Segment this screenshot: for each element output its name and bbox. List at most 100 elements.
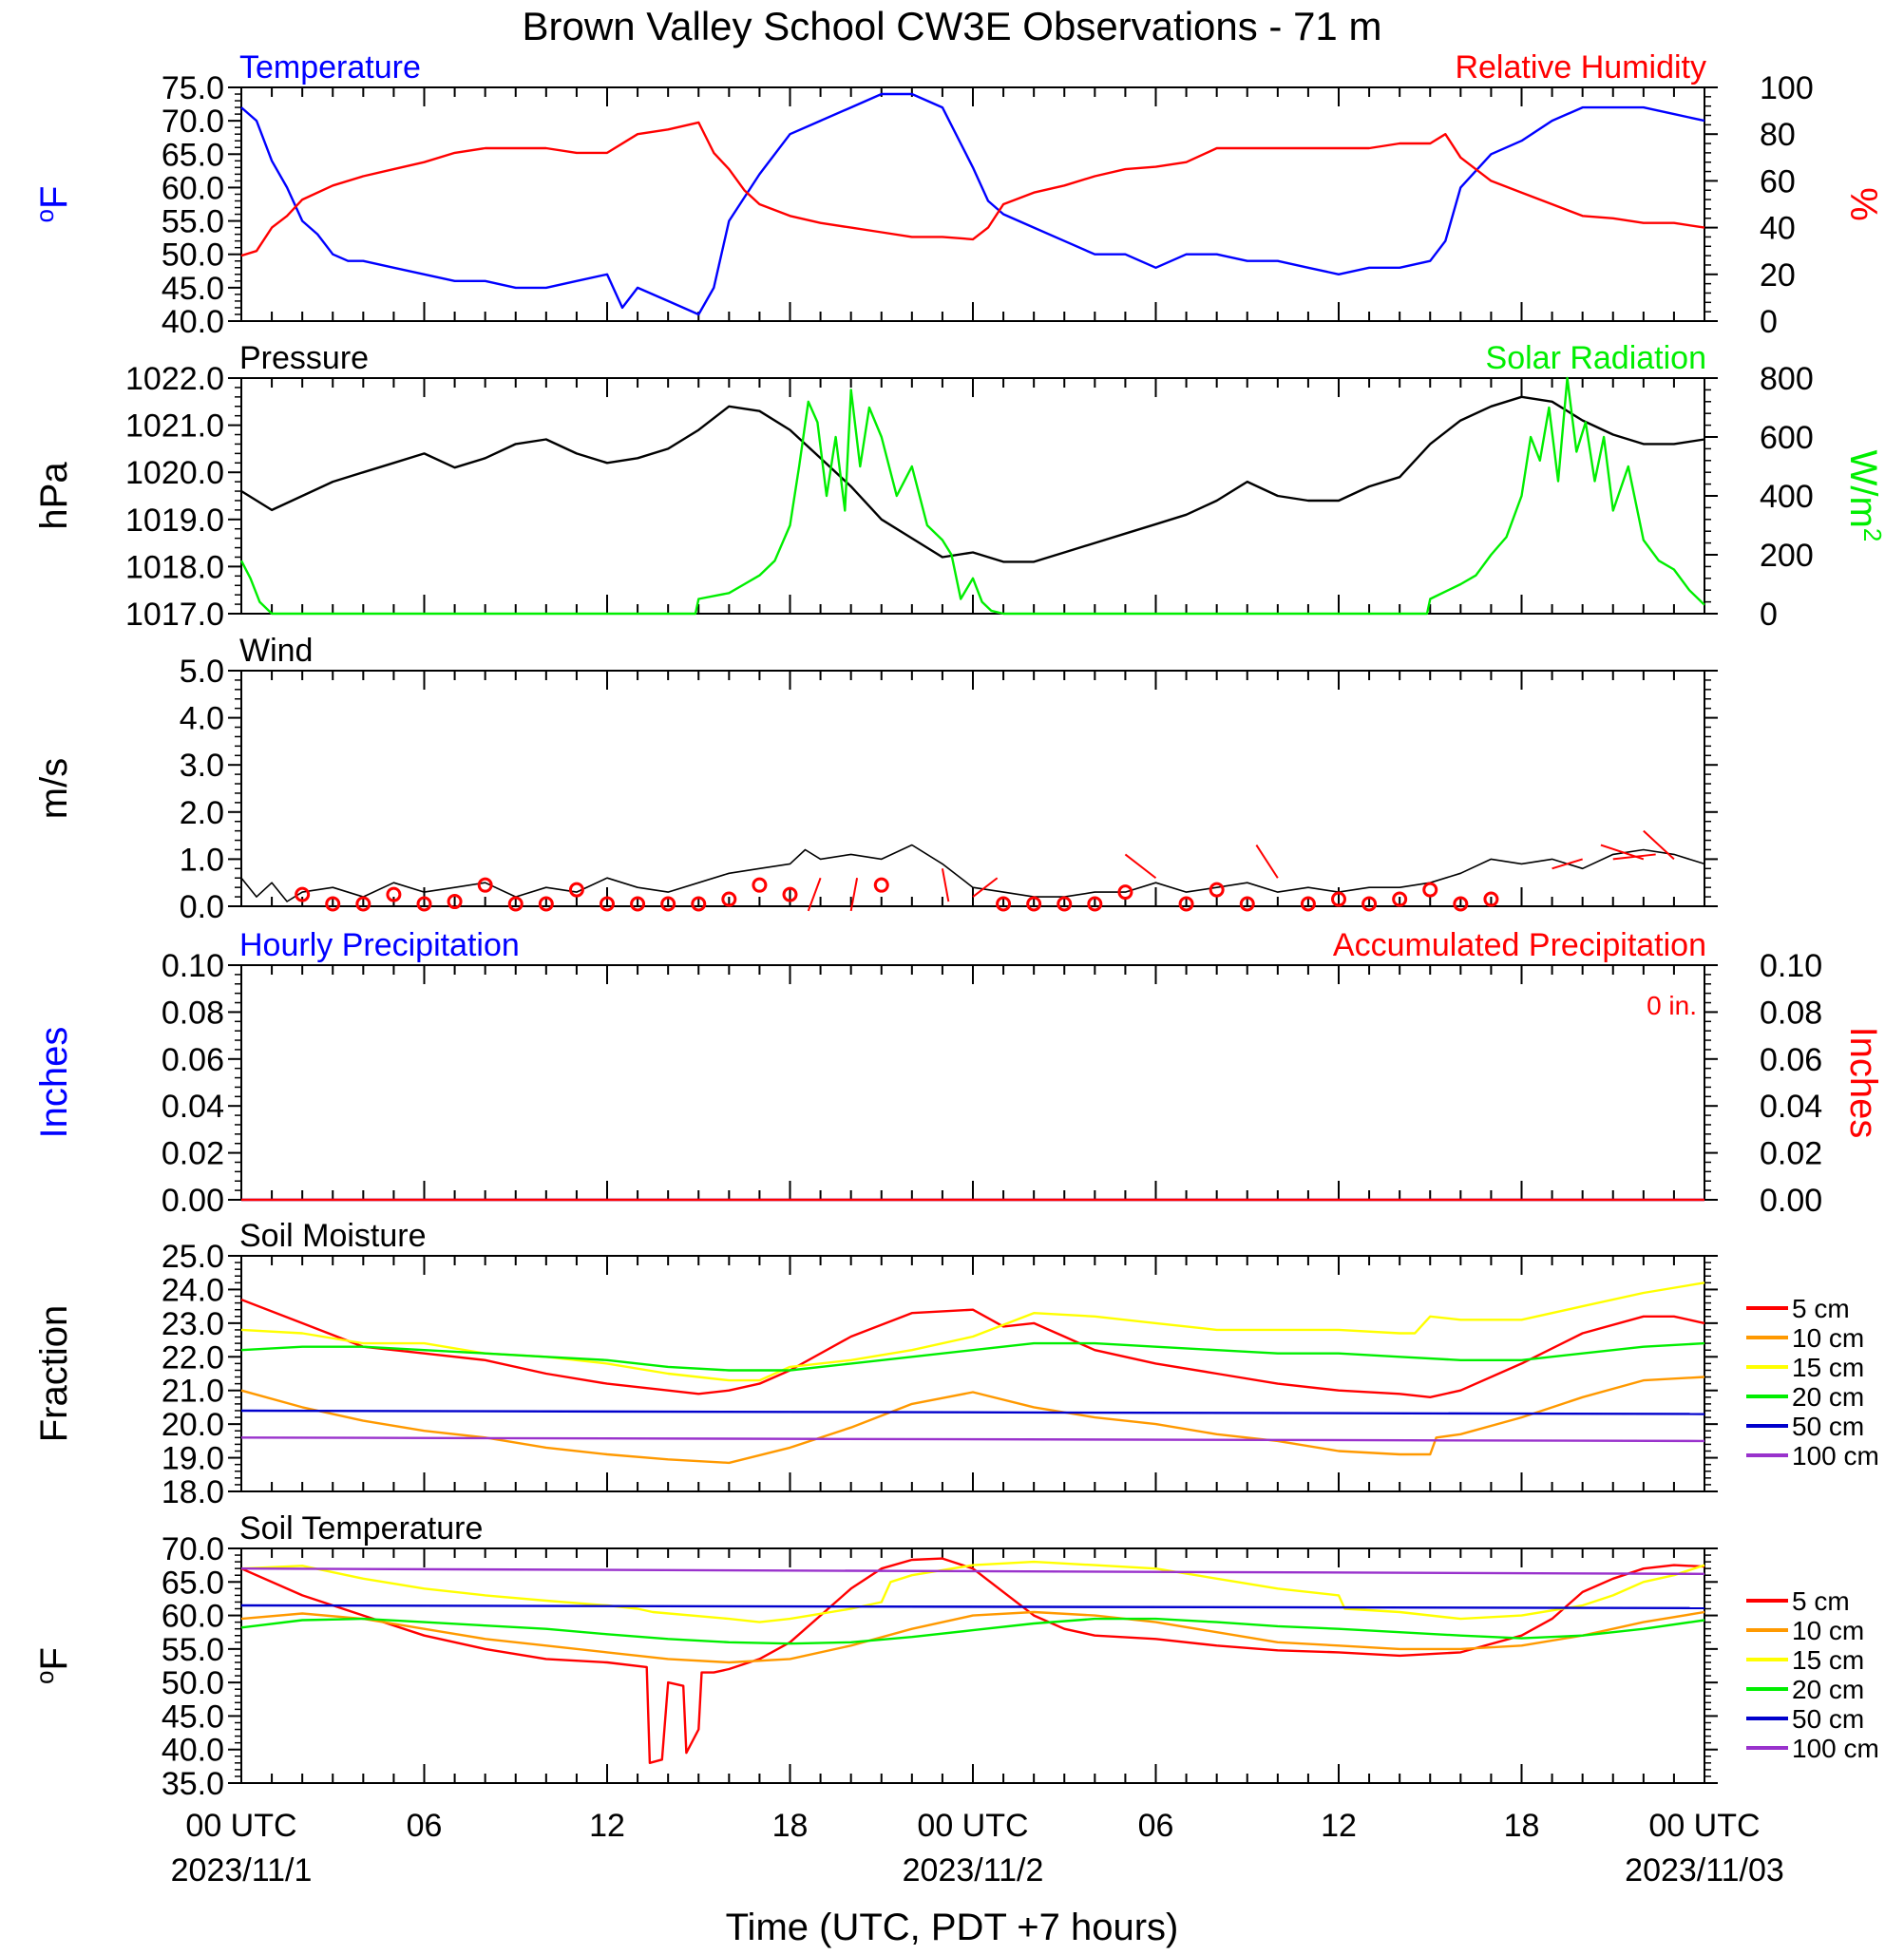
y-tick-label-left: 4.0: [180, 701, 224, 737]
series-line-relative-humidity: [240, 121, 1705, 257]
calm-wind-marker: [1239, 896, 1255, 912]
annotation-label: 0 in.: [1647, 991, 1697, 1020]
legend-label: 100 cm: [1792, 1734, 1879, 1763]
x-tick-label: 12: [589, 1808, 625, 1844]
legend-label: 20 cm: [1792, 1675, 1864, 1704]
wind-barb: [1124, 853, 1157, 880]
y-tick-label-left: 18.0: [162, 1474, 224, 1510]
y-tick-label-left: 21.0: [162, 1374, 224, 1410]
calm-wind-marker: [325, 896, 341, 912]
calm-wind-marker: [295, 886, 311, 902]
series-line-100-cm: [240, 1566, 1705, 1576]
wind-barb: [849, 878, 859, 912]
calm-wind-marker: [538, 896, 554, 912]
y-tick-label-left: 22.0: [162, 1339, 224, 1376]
legend-label: 10 cm: [1792, 1616, 1864, 1645]
y-axis-label-left: m/s: [33, 758, 75, 819]
y-tick-label-left: 0.04: [162, 1089, 224, 1125]
calm-wind-marker: [1117, 884, 1133, 901]
legend-label: 15 cm: [1792, 1645, 1864, 1675]
y-tick-label-right: 0.06: [1760, 1042, 1822, 1078]
calm-wind-marker: [1026, 896, 1042, 912]
y-tick-label-left: 0.08: [162, 995, 224, 1031]
y-axis-label-left: hPa: [33, 462, 75, 530]
y-tick-label-left: 1.0: [180, 842, 224, 878]
y-tick-label-right: 20: [1760, 257, 1796, 294]
y-tick-label-left: 0.06: [162, 1042, 224, 1078]
y-tick-label-right: 0.08: [1760, 995, 1822, 1031]
x-tick-label: 00 UTC: [185, 1808, 296, 1844]
series-line-20-cm: [240, 1341, 1705, 1372]
y-tick-label-left: 25.0: [162, 1239, 224, 1275]
x-tick-labels: 00 UTC 2023/11/1 06 12 18 00 UTC 2023/11/2 06 12…: [171, 1808, 1784, 1889]
y-tick-label-left: 20.0: [162, 1407, 224, 1443]
chart-title: Brown Valley School CW3E Observations - …: [523, 4, 1382, 48]
panels: 40.045.050.055.060.065.070.075.002040608…: [30, 49, 1887, 1802]
calm-wind-marker: [477, 877, 493, 893]
legend-label: 15 cm: [1792, 1353, 1864, 1382]
wind-barb: [972, 877, 999, 898]
series-line-50-cm: [240, 1604, 1705, 1610]
y-tick-label-left: 75.0: [162, 70, 224, 106]
y-tick-label-right: 0: [1760, 304, 1778, 340]
series-line-wind: [240, 844, 1705, 902]
calm-wind-marker: [1331, 891, 1346, 907]
y-axis-label-left: oF: [30, 186, 75, 223]
calm-wind-marker: [782, 886, 798, 902]
y-tick-label-right: 80: [1760, 117, 1796, 153]
panel-wind: 0.0 1.0 2.0 3.0 4.0 5.0 Wind m/s: [33, 633, 1718, 925]
x-tick-label: 12: [1321, 1808, 1357, 1844]
calm-wind-marker: [1300, 896, 1316, 912]
wind-barb: [1552, 858, 1583, 870]
y-tick-label-left: 45.0: [162, 271, 224, 307]
y-tick-label-left: 35.0: [162, 1766, 224, 1802]
calm-wind-marker: [600, 896, 615, 912]
y-tick-label-left: 60.0: [162, 1599, 224, 1635]
y-tick-label-right: 0.10: [1760, 948, 1822, 984]
y-tick-label-left: 50.0: [162, 237, 224, 274]
y-tick-label-left: 0.02: [162, 1136, 224, 1172]
legend-label: 100 cm: [1792, 1441, 1879, 1471]
calm-wind-marker: [721, 891, 737, 907]
legend-label: 50 cm: [1792, 1704, 1864, 1734]
y-axis-label-right: Inches: [1842, 1027, 1884, 1139]
calm-wind-marker: [1178, 896, 1194, 912]
panel-title-left: Pressure: [239, 340, 369, 376]
series-line-10-cm: [240, 1376, 1705, 1465]
x-tick-label: 06: [407, 1808, 443, 1844]
panel-title-right: Relative Humidity: [1455, 49, 1706, 85]
y-axis-label-right: W/m2: [1842, 450, 1887, 542]
series-line-temperature: [240, 92, 1705, 316]
y-tick-label-right: 800: [1760, 361, 1814, 397]
y-tick-label-right: 0.00: [1760, 1183, 1822, 1219]
calm-wind-marker: [996, 896, 1012, 912]
calm-wind-marker: [355, 896, 371, 912]
y-tick-label-left: 40.0: [162, 304, 224, 340]
y-tick-label-left: 70.0: [162, 104, 224, 140]
y-tick-label-left: 45.0: [162, 1699, 224, 1735]
y-tick-label-right: 600: [1760, 420, 1814, 456]
series-line-10-cm: [240, 1610, 1705, 1664]
y-tick-label-right: 0.02: [1760, 1136, 1822, 1172]
series-line-20-cm: [240, 1617, 1705, 1645]
y-tick-label-left: 55.0: [162, 1632, 224, 1668]
panel-title-left: Wind: [239, 633, 313, 669]
y-tick-label-left: 70.0: [162, 1531, 224, 1567]
legend-label: 20 cm: [1792, 1382, 1864, 1412]
x-tick-label: 06: [1138, 1808, 1174, 1844]
x-tick-label: 18: [1504, 1808, 1540, 1844]
y-tick-label-left: 65.0: [162, 137, 224, 173]
panel-title-right: Solar Radiation: [1486, 340, 1706, 376]
y-tick-label-left: 1021.0: [125, 408, 224, 445]
y-axis-label-left: Fraction: [33, 1305, 75, 1443]
calm-wind-marker: [416, 896, 432, 912]
x-tick-date: 2023/11/2: [903, 1852, 1044, 1889]
wind-barb: [1643, 829, 1675, 861]
calm-wind-marker: [752, 877, 768, 893]
y-tick-label-left: 1018.0: [125, 549, 224, 585]
y-tick-label-left: 1017.0: [125, 597, 224, 633]
y-tick-label-left: 19.0: [162, 1441, 224, 1477]
